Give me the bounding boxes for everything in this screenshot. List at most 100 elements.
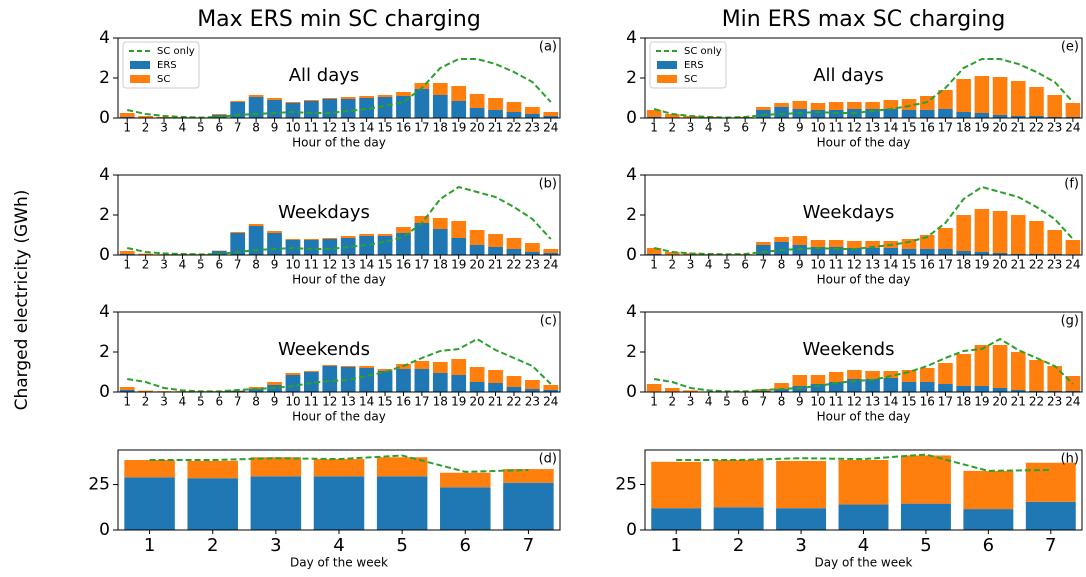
- bar: [865, 102, 880, 109]
- x-tick-label: 5: [920, 535, 931, 556]
- x-axis-label: Hour of the day: [292, 136, 386, 150]
- x-tick-label: 2: [142, 395, 150, 409]
- bar: [440, 487, 491, 530]
- bar: [714, 507, 764, 530]
- y-tick-label: 4: [626, 165, 637, 185]
- x-tick-label: 1: [650, 258, 658, 272]
- x-tick-label: 16: [396, 395, 411, 409]
- bar: [415, 369, 430, 392]
- x-tick-label: 11: [829, 395, 844, 409]
- bar: [433, 362, 448, 373]
- bar: [396, 369, 411, 392]
- bar: [396, 92, 411, 96]
- x-tick-label: 10: [810, 121, 825, 135]
- bar: [1029, 87, 1044, 116]
- x-tick-label: 20: [992, 121, 1007, 135]
- bar: [470, 367, 485, 382]
- bar: [341, 236, 356, 238]
- x-tick-label: 24: [1065, 258, 1080, 272]
- legend-label: SC: [684, 74, 697, 85]
- y-axis-label: Charged electricity (GWh): [12, 190, 32, 411]
- bar: [975, 113, 990, 118]
- bar: [359, 366, 374, 368]
- bar: [993, 388, 1008, 392]
- x-tick-label: 12: [847, 395, 862, 409]
- bar: [1011, 215, 1026, 254]
- x-axis-label: Day of the week: [290, 556, 388, 570]
- bar: [433, 218, 448, 229]
- x-tick-label: 10: [285, 121, 300, 135]
- bar: [251, 476, 302, 530]
- x-tick-label: 19: [974, 121, 989, 135]
- bar: [665, 388, 680, 392]
- x-tick-label: 12: [847, 121, 862, 135]
- bar: [774, 242, 789, 255]
- x-tick-label: 1: [123, 395, 131, 409]
- bar: [938, 109, 953, 118]
- bar: [1047, 230, 1062, 254]
- x-tick-label: 8: [252, 395, 260, 409]
- bar: [938, 384, 953, 392]
- panel-annotation: Weekends: [803, 339, 895, 360]
- bar: [776, 508, 826, 530]
- x-tick-label: 4: [858, 535, 869, 556]
- bar: [507, 376, 522, 387]
- x-tick-label: 11: [829, 121, 844, 135]
- x-tick-label: 5: [723, 395, 731, 409]
- x-tick-label: 7: [760, 395, 768, 409]
- x-tick-label: 14: [883, 395, 898, 409]
- bar: [1047, 366, 1062, 391]
- x-tick-label: 21: [1011, 258, 1026, 272]
- bar: [470, 108, 485, 118]
- bar: [975, 209, 990, 252]
- bar: [187, 478, 238, 530]
- x-tick-label: 1: [670, 535, 681, 556]
- bar: [267, 231, 282, 233]
- bar: [756, 110, 771, 118]
- bar: [902, 110, 917, 118]
- x-tick-label: 24: [1065, 121, 1080, 135]
- x-tick-label: 3: [795, 535, 806, 556]
- x-tick-label: 16: [920, 121, 935, 135]
- x-axis-label: Hour of the day: [292, 410, 386, 424]
- x-tick-label: 17: [938, 395, 953, 409]
- bar: [956, 386, 971, 392]
- x-tick-label: 19: [451, 395, 466, 409]
- bar: [651, 462, 701, 508]
- x-tick-label: 2: [142, 258, 150, 272]
- bar: [341, 366, 356, 367]
- bar: [756, 242, 771, 245]
- y-tick-label: 2: [99, 205, 110, 225]
- bar: [451, 375, 466, 392]
- bar: [920, 382, 935, 392]
- bar: [433, 83, 448, 95]
- bar: [993, 77, 1008, 115]
- bar: [774, 107, 789, 118]
- x-tick-label: 22: [1029, 395, 1044, 409]
- legend-label: ERS: [157, 60, 177, 71]
- bar: [470, 94, 485, 108]
- bar: [433, 95, 448, 118]
- x-tick-label: 17: [414, 121, 429, 135]
- y-tick-label: 25: [615, 475, 637, 495]
- x-tick-label: 2: [668, 395, 676, 409]
- bar: [488, 98, 503, 110]
- bar: [304, 371, 319, 372]
- bar: [286, 102, 301, 103]
- bar: [440, 473, 491, 488]
- x-tick-label: 4: [705, 258, 713, 272]
- x-tick-label: 5: [197, 121, 205, 135]
- panel-label: (g): [1061, 314, 1079, 329]
- y-tick-label: 2: [626, 68, 637, 88]
- x-tick-label: 16: [396, 121, 411, 135]
- bar: [341, 99, 356, 118]
- bar: [920, 368, 935, 382]
- x-tick-label: 7: [523, 535, 534, 556]
- x-tick-label: 9: [796, 395, 804, 409]
- bar: [415, 223, 430, 255]
- x-tick-label: 14: [883, 258, 898, 272]
- panel-title: Min ERS max SC charging: [722, 7, 1006, 32]
- bar: [138, 254, 153, 255]
- x-axis-label: Hour of the day: [817, 410, 911, 424]
- bar: [396, 233, 411, 255]
